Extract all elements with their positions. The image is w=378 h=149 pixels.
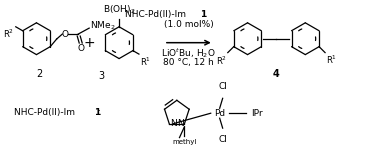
Text: (1.0 mol%): (1.0 mol%) [164,20,214,29]
Text: LiO$^t$Bu, H$_2$O: LiO$^t$Bu, H$_2$O [161,46,216,60]
Text: NHC-Pd(II)-Im: NHC-Pd(II)-Im [125,10,189,19]
Text: methyl: methyl [172,139,197,145]
Text: Pd: Pd [214,109,225,118]
Text: O: O [78,45,85,53]
Text: R$^1$: R$^1$ [140,56,151,69]
Text: 2: 2 [36,69,43,79]
Text: NHC-Pd(II)-Im: NHC-Pd(II)-Im [14,108,77,117]
Text: Cl: Cl [218,82,227,91]
Text: IPr: IPr [251,109,263,118]
Text: N: N [170,119,177,128]
Text: :: : [98,108,101,117]
Text: O: O [62,30,69,39]
Text: B(OH)$_2$: B(OH)$_2$ [103,3,135,16]
Text: 80 °C, 12 h: 80 °C, 12 h [163,58,214,67]
Text: R$^2$: R$^2$ [216,55,227,67]
Text: NMe$_2$: NMe$_2$ [90,20,116,32]
Text: N: N [177,119,183,128]
Text: 3: 3 [98,70,104,80]
Text: R$^2$: R$^2$ [3,28,14,40]
Text: 1: 1 [94,108,101,117]
Text: 4: 4 [273,69,280,79]
Text: Cl: Cl [218,135,227,144]
Text: 1: 1 [200,10,207,19]
Text: R$^1$: R$^1$ [326,54,337,66]
Text: +: + [84,36,95,50]
